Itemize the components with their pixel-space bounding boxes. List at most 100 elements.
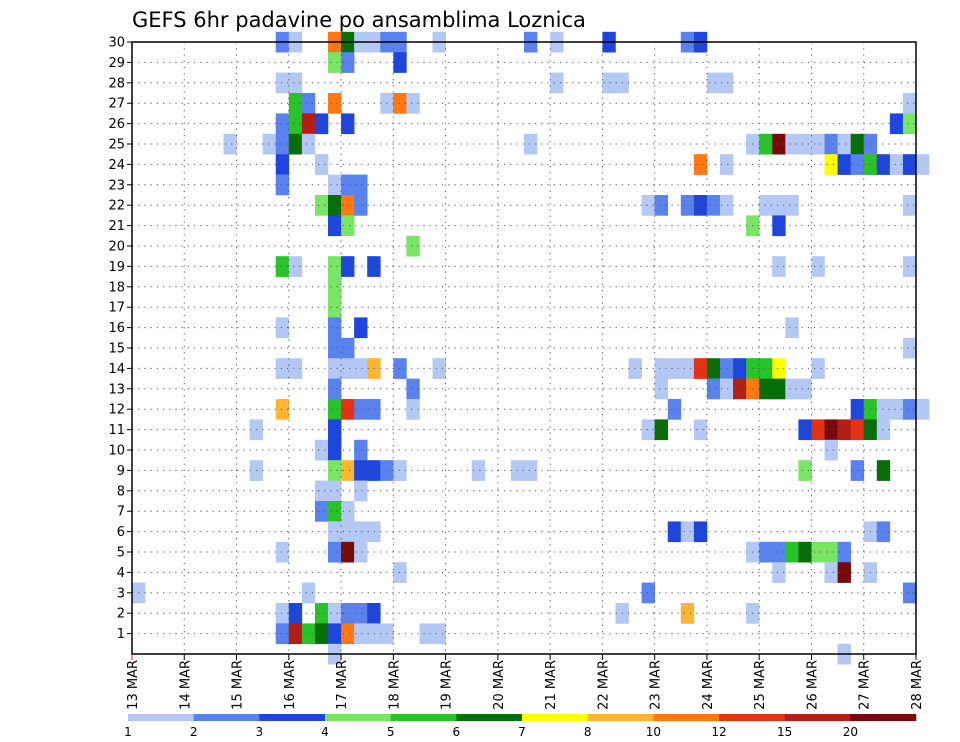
heatmap-cell: [850, 460, 865, 481]
heatmap-cell: [759, 133, 773, 155]
y-tick-label: 3: [117, 586, 125, 601]
heatmap-cell: [288, 133, 303, 155]
heatmap-cell: [654, 378, 669, 400]
heatmap-cell: [288, 603, 303, 624]
heatmap-cell: [393, 460, 407, 481]
heatmap-cell: [288, 256, 303, 277]
colorbar-swatch: [456, 714, 523, 721]
heatmap-cell: [341, 215, 355, 237]
colorbar-label: 1: [124, 725, 132, 739]
heatmap-cell: [341, 195, 355, 216]
heatmap-cell: [314, 623, 329, 645]
heatmap-cell: [772, 195, 786, 216]
heatmap-cell: [706, 378, 721, 400]
heatmap-cell: [301, 133, 316, 155]
heatmap-cell: [889, 113, 904, 135]
heatmap-cell: [876, 399, 891, 420]
heatmap-cell: [902, 113, 917, 135]
heatmap-cell: [354, 541, 368, 563]
heatmap-cell: [772, 541, 786, 563]
heatmap-cell: [328, 439, 342, 461]
y-tick-label: 8: [117, 484, 125, 499]
heatmap-cell: [720, 358, 734, 379]
heatmap-cell: [328, 501, 342, 522]
heatmap-cell: [693, 154, 708, 175]
y-tick-label: 20: [108, 240, 125, 255]
heatmap-cell: [706, 195, 721, 216]
y-tick-label: 13: [108, 382, 125, 397]
x-tick-label: 16 MAR: [283, 660, 298, 710]
colorbar-label: 3: [256, 725, 264, 739]
heatmap-cell: [798, 133, 812, 155]
heatmap-cell: [341, 603, 355, 624]
y-tick-label: 14: [108, 362, 125, 377]
heatmap-cell: [275, 623, 290, 645]
heatmap-cell: [759, 378, 773, 400]
heatmap-cell: [759, 195, 773, 216]
heatmap-cell: [850, 154, 865, 175]
heatmap-cell: [916, 154, 930, 175]
heatmap-cell: [341, 256, 355, 277]
heatmap-cell: [288, 93, 303, 114]
heatmap-cell: [524, 460, 538, 481]
colorbar-label: 20: [843, 725, 858, 739]
heatmap-cell: [275, 256, 290, 277]
x-tick-label: 24 MAR: [701, 660, 716, 710]
heatmap-cell: [837, 154, 851, 175]
y-tick-label: 19: [108, 260, 125, 275]
heatmap-cell: [902, 399, 917, 420]
heatmap-cell: [641, 195, 655, 216]
heatmap-cell: [328, 276, 342, 298]
heatmap-cell: [524, 133, 538, 155]
colorbar-label: 8: [584, 725, 592, 739]
y-tick-label: 24: [108, 158, 125, 173]
x-tick-label: 15 MAR: [231, 660, 246, 710]
heatmap-cell: [824, 439, 838, 461]
heatmap-cell: [328, 174, 342, 196]
heatmap-cell: [328, 541, 342, 563]
heatmap-cell: [432, 358, 446, 379]
heatmap-cell: [798, 419, 812, 441]
heatmap-cell: [641, 582, 655, 604]
y-tick-label: 17: [108, 301, 125, 316]
y-tick-label: 21: [108, 219, 125, 234]
heatmap-cell: [837, 133, 851, 155]
heatmap-cell: [354, 460, 368, 481]
y-tick-label: 29: [108, 56, 125, 71]
heatmap-cell: [693, 419, 708, 441]
heatmap-cell: [328, 419, 342, 441]
y-tick-label: 11: [108, 423, 125, 438]
y-tick-label: 27: [108, 97, 125, 112]
heatmap-cell: [275, 603, 290, 624]
heatmap-cell: [432, 623, 446, 645]
x-tick-label: 27 MAR: [858, 660, 873, 710]
heatmap-cell: [288, 113, 303, 135]
heatmap-cell: [328, 358, 342, 379]
x-tick-label: 21 MAR: [544, 660, 559, 710]
heatmap-cell: [341, 623, 355, 645]
heatmap-cell: [602, 72, 616, 94]
heatmap-cell: [288, 623, 303, 645]
heatmap-cell: [680, 521, 695, 543]
heatmap-cell: [876, 154, 891, 175]
heatmap-cell: [837, 562, 851, 583]
heatmap-cell: [328, 256, 342, 277]
heatmap-cell: [667, 399, 682, 420]
heatmap-cell: [798, 378, 812, 400]
x-tick-label: 26 MAR: [805, 660, 820, 710]
heatmap-cell: [354, 174, 368, 196]
heatmap-cells: [132, 31, 930, 665]
heatmap-cell: [328, 337, 342, 359]
grid-lines: [132, 41, 916, 654]
colorbar-label: 6: [453, 725, 461, 739]
heatmap-cell: [759, 541, 773, 563]
heatmap-cell: [275, 358, 290, 379]
heatmap-cell: [354, 439, 368, 461]
heatmap-cell: [772, 562, 786, 583]
heatmap-cell: [811, 133, 825, 155]
heatmap-cell: [772, 133, 786, 155]
colorbar-swatch: [850, 714, 917, 721]
colorbar-swatch: [193, 714, 260, 721]
y-tick-label: 1: [117, 627, 125, 642]
heatmap-cell: [341, 337, 355, 359]
